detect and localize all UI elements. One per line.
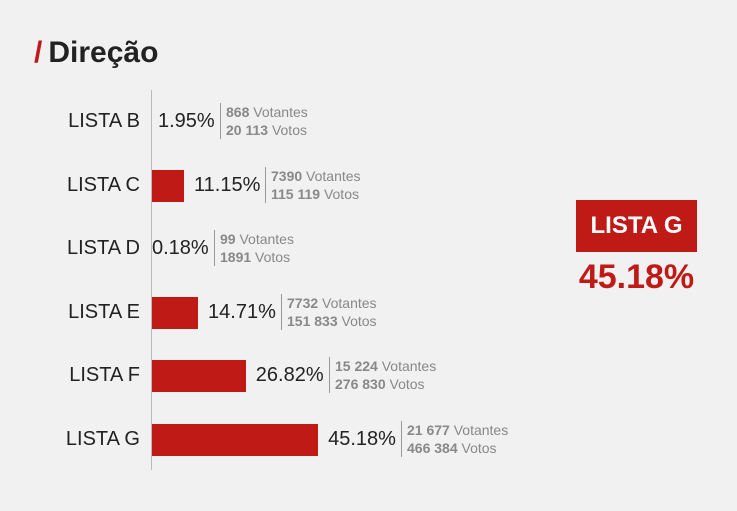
bar xyxy=(152,360,246,393)
bar-row: LISTA E 14.71% 7732 Votantes 151 833 Vot… xyxy=(0,293,560,330)
bar-row: LISTA F 26.82% 15 224 Votantes 276 830 V… xyxy=(0,357,560,394)
vote-details: 21 677 Votantes 466 384 Votos xyxy=(401,421,508,457)
category-label: LISTA C xyxy=(67,173,140,196)
bar-row: LISTA G 45.18% 21 677 Votantes 466 384 V… xyxy=(0,421,560,457)
percent-label: 0.18% xyxy=(152,237,209,260)
page-title: / Direção xyxy=(34,36,159,69)
percent-label: 14.71% xyxy=(208,300,276,323)
bar xyxy=(152,424,319,456)
vote-details: 868 Votantes 20 113 Votos xyxy=(220,103,308,139)
bar-row: LISTA C 11.15% 7390 Votantes 115 119 Vot… xyxy=(0,166,560,203)
vote-details: 15 224 Votantes 276 830 Votos xyxy=(329,357,436,394)
vote-details: 7732 Votantes 151 833 Votos xyxy=(281,293,377,330)
percent-label: 11.15% xyxy=(194,173,261,196)
category-label: LISTA G xyxy=(65,428,140,450)
vote-details: 7390 Votantes 115 119 Votos xyxy=(265,166,361,203)
percent-label: 45.18% xyxy=(328,428,396,450)
bar-row: LISTA D 0.18% 99 Votantes 1891 Votos xyxy=(0,230,560,267)
bar xyxy=(152,169,185,202)
percent-label: 26.82% xyxy=(255,364,324,387)
bar-row: LISTA B 1.95% 868 Votantes 20 113 Votos xyxy=(0,103,560,139)
category-label: LISTA B xyxy=(68,110,140,132)
category-label: LISTA F xyxy=(69,364,140,387)
category-label: LISTA E xyxy=(68,300,140,323)
winner-badge: LISTA G xyxy=(576,200,697,252)
percent-label: 1.95% xyxy=(158,110,215,132)
chart-axis xyxy=(151,90,152,470)
bar xyxy=(152,296,199,329)
vote-details: 99 Votantes 1891 Votos xyxy=(214,230,294,267)
category-label: LISTA D xyxy=(67,237,140,260)
winner-percent: 45.18% xyxy=(578,258,695,296)
